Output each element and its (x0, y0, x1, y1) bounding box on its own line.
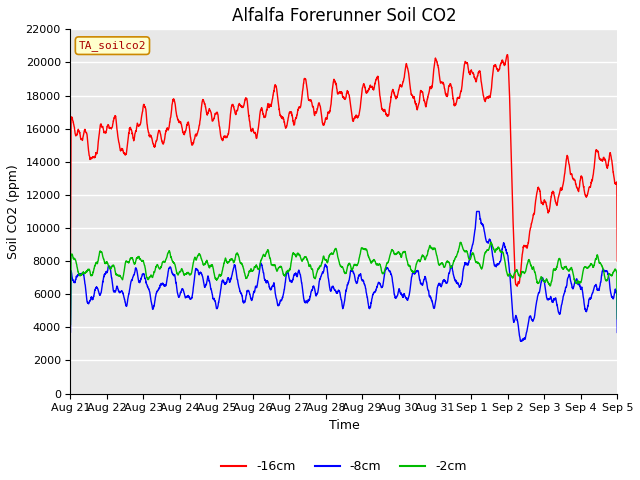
Line: -2cm: -2cm (70, 242, 618, 324)
-2cm (67, 322, 74, 327)
-8cm (397, 290, 405, 296)
-16cm (614, 258, 621, 264)
-8cm (562, 284, 570, 290)
Line: -16cm: -16cm (70, 55, 618, 286)
-16cm (67, 255, 74, 261)
-2cm (184, 270, 191, 276)
-8cm (184, 293, 191, 299)
-16cm (220, 136, 227, 142)
-16cm (613, 231, 621, 237)
-16cm (407, 87, 415, 93)
Title: Alfalfa Forerunner Soil CO2: Alfalfa Forerunner Soil CO2 (232, 7, 456, 25)
-8cm (613, 317, 621, 323)
-8cm (407, 282, 415, 288)
Legend: -16cm, -8cm, -2cm: -16cm, -8cm, -2cm (216, 456, 472, 479)
-2cm (487, 240, 495, 245)
X-axis label: Time: Time (328, 419, 359, 432)
Text: TA_soilco2: TA_soilco2 (79, 40, 146, 51)
-2cm (407, 266, 415, 272)
-8cm (517, 338, 525, 344)
-2cm (220, 264, 227, 270)
-8cm (473, 208, 481, 214)
-8cm (220, 279, 227, 285)
-8cm (614, 330, 621, 336)
-2cm (562, 264, 570, 270)
-2cm (397, 254, 405, 260)
-8cm (67, 329, 74, 335)
Line: -8cm: -8cm (70, 211, 618, 341)
-16cm (184, 120, 191, 125)
-16cm (513, 283, 521, 289)
-16cm (562, 163, 570, 168)
-16cm (504, 52, 511, 58)
-2cm (614, 316, 621, 322)
-16cm (397, 84, 405, 89)
Y-axis label: Soil CO2 (ppm): Soil CO2 (ppm) (7, 164, 20, 259)
-2cm (613, 285, 621, 291)
